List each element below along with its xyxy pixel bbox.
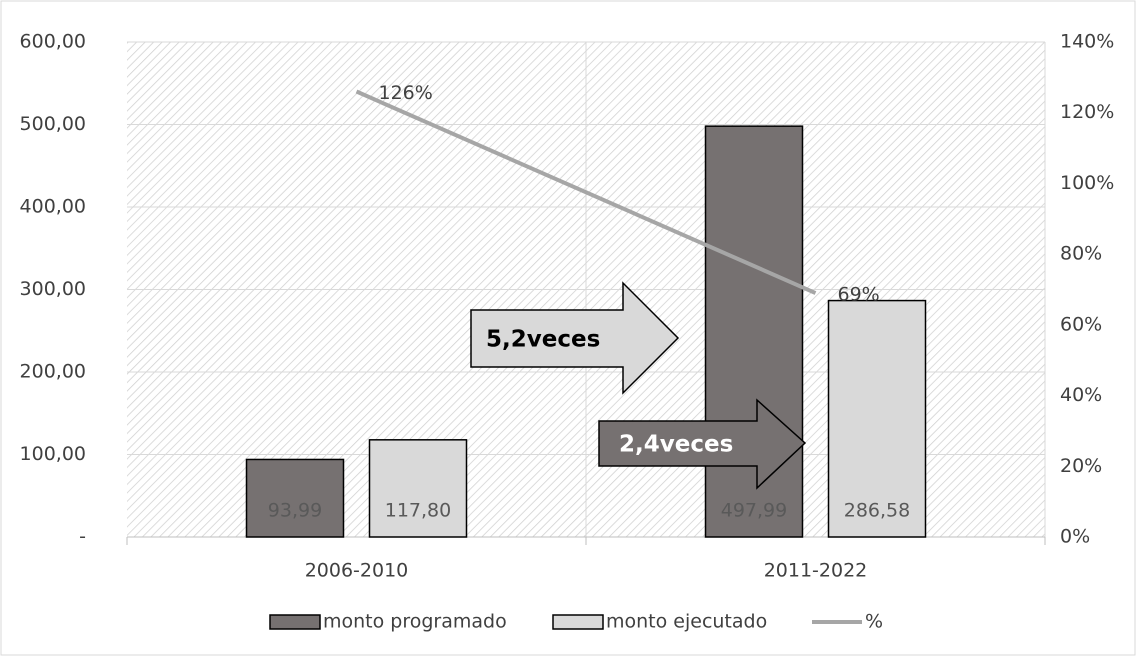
legend-label: monto ejecutado (606, 611, 767, 633)
y-tick-label: 300,00 (20, 278, 86, 300)
y2-tick-label: 40% (1060, 384, 1102, 406)
y2-tick-label: 60% (1060, 313, 1102, 335)
annotation-arrow (598, 398, 807, 490)
y-tick-label: 600,00 (20, 31, 86, 53)
y-tick-label: - (79, 526, 86, 548)
y2-tick-label: 20% (1060, 455, 1102, 477)
data-label: 286,58 (844, 500, 910, 522)
data-label: 117,80 (385, 500, 451, 522)
y2-tick-label: 120% (1060, 101, 1114, 123)
x-tick-label: 2011-2022 (764, 560, 868, 582)
annotation-arrow (470, 281, 680, 395)
y2-tick-label: 80% (1060, 243, 1102, 265)
x-tick-label: 2006-2010 (305, 560, 409, 582)
annotation: 5,2veces (486, 327, 600, 353)
y-tick-label: 400,00 (20, 196, 86, 218)
legend-swatch (552, 614, 604, 630)
bar (704, 125, 804, 538)
line (355, 89, 817, 295)
data-label: 497,99 (721, 500, 787, 522)
y2-tick-label: 140% (1060, 31, 1114, 53)
y-tick-label: 200,00 (20, 361, 86, 383)
legend-swatch (269, 614, 321, 630)
y2-tick-label: 0% (1060, 526, 1090, 548)
annotation: 2,4veces (619, 432, 733, 458)
bar (368, 439, 468, 538)
data-label: 93,99 (268, 500, 322, 522)
legend-label: monto programado (323, 611, 507, 633)
y2-tick-label: 100% (1060, 172, 1114, 194)
line-label: 126% (379, 82, 433, 104)
bar (827, 299, 927, 538)
line-label: 69% (838, 284, 880, 306)
bar (245, 458, 345, 538)
y-tick-label: 500,00 (20, 113, 86, 135)
legend-label: % (865, 611, 883, 633)
y-tick-label: 100,00 (20, 443, 86, 465)
